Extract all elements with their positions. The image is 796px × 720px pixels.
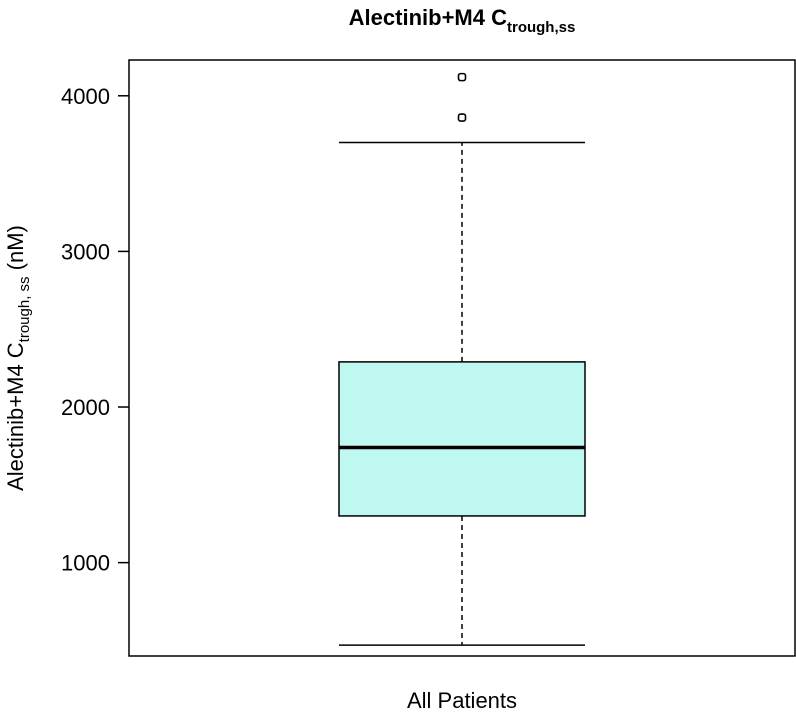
y-axis-label: Alectinib+M4 Ctrough, ss (nM) [3, 225, 33, 491]
plot-frame [128, 59, 796, 657]
y-axis-label-subscript: trough, ss [16, 276, 33, 342]
chart-title-subscript: trough,ss [507, 19, 575, 36]
box-plot [338, 72, 586, 646]
x-category-label: All Patients [407, 688, 517, 713]
y-axis-label-unit: (nM) [3, 225, 28, 270]
y-tick-label: 3000 [61, 239, 110, 264]
y-tick-label: 1000 [61, 551, 110, 576]
outlier-point [457, 72, 467, 82]
outlier-point [457, 113, 467, 122]
chart-title: Alectinib+M4 Ctrough,ss [349, 5, 576, 36]
y-axis-ticks: 1000 2000 3000 4000 [61, 84, 129, 576]
interquartile-box [338, 361, 586, 517]
y-tick-label: 2000 [61, 395, 110, 420]
y-axis-label-main: Alectinib+M4 C [3, 342, 28, 491]
chart-title-main: Alectinib+M4 C [349, 5, 507, 30]
y-tick-label: 4000 [61, 84, 110, 109]
outlier-points [457, 72, 467, 122]
